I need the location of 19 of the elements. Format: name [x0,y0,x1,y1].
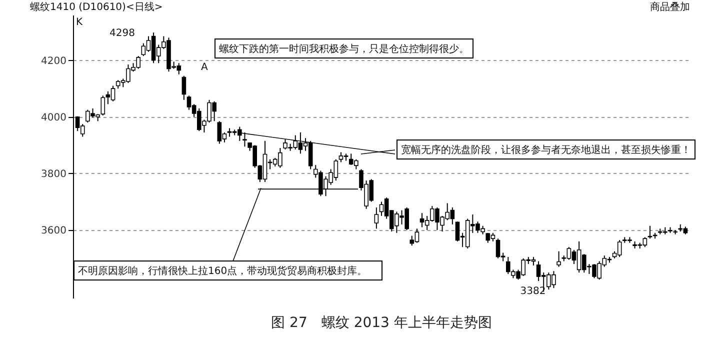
y-tick-label: 4200 [41,56,66,67]
text: 螺纹1410 (D10610)<日线> [30,1,163,13]
text: 图 27 螺纹 2013 年上半年走势图 [271,315,492,331]
candlestick [374,206,379,230]
annotation: A [201,62,208,73]
annotation: 3382 [520,286,546,297]
y-tick-label: 4000 [41,112,66,124]
annotation: 不明原因影响，行情很快上拉160点，带动现货贸易商积极封库。 [78,265,368,277]
candlestick [242,132,247,148]
candlestick [556,250,561,268]
annotation: 4298 [110,28,135,39]
text: 商品叠加 [650,1,690,13]
annotation: 宽幅无序的洗盘阶段，让很多参与者无奈地退出，甚至损失惨重！ [401,144,691,156]
annotation: K [76,17,83,28]
y-tick-label: 3600 [41,226,66,237]
candlestick [182,75,186,100]
y-tick-label: 3800 [41,168,66,180]
candlestick [648,225,652,240]
annotation: 螺纹下跌的第一时间我积极参与，只是仓位控制得很少。 [219,43,469,55]
